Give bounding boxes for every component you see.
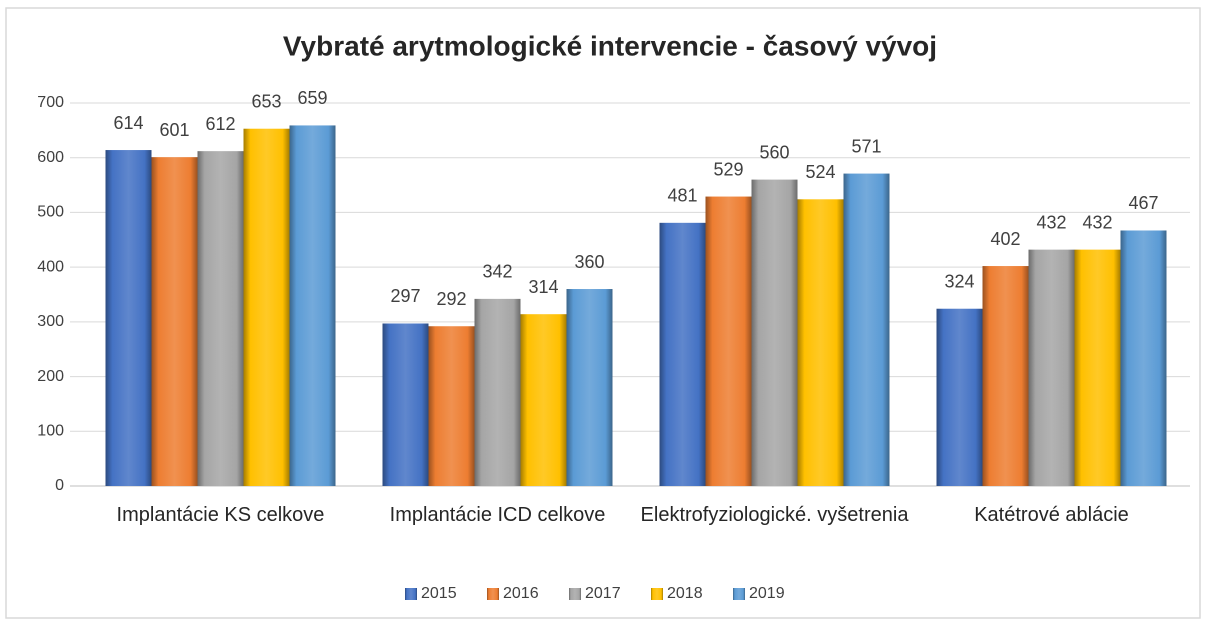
bar [197,151,244,487]
bar [428,326,475,486]
x-tick-label: Implantácie ICD celkove [389,504,606,526]
bar [1028,249,1075,486]
data-label: 524 [805,162,835,182]
y-tick-label: 700 [37,94,64,111]
data-label: 529 [713,159,743,179]
data-label: 324 [944,271,974,291]
legend-label: 2016 [503,585,539,602]
bar [705,196,752,486]
data-label: 560 [759,142,789,162]
data-label: 601 [159,120,189,140]
data-label: 571 [851,136,881,156]
data-label: 297 [390,286,420,306]
data-label: 612 [205,114,235,134]
bar [520,314,567,486]
bar [243,128,290,487]
legend-swatch [569,588,581,600]
data-label: 292 [436,289,466,309]
legend-swatch [405,588,417,600]
y-tick-label: 600 [37,149,64,166]
data-label: 314 [528,277,558,297]
data-label: 653 [251,91,281,111]
data-label: 342 [482,262,512,282]
bar [151,157,198,486]
legend-swatch [651,588,663,600]
legend-label: 2018 [667,585,703,602]
bar [566,289,613,486]
legend-swatch [487,588,499,600]
chart-title: Vybraté arytmologické intervencie - časo… [283,30,937,61]
data-label: 614 [113,113,143,133]
x-tick-label: Implantácie KS celkove [116,504,325,526]
bar [474,298,521,486]
y-tick-label: 200 [37,368,64,385]
data-label: 467 [1128,193,1158,213]
bar [843,173,890,486]
x-tick-label: Elektrofyziologické. vyšetrenia [640,504,909,526]
y-tick-label: 400 [37,258,64,275]
bar [659,222,706,486]
y-tick-label: 100 [37,423,64,440]
legend-label: 2017 [585,585,621,602]
data-label: 432 [1036,212,1066,232]
bar [289,125,336,486]
data-label: 481 [667,186,697,206]
bar [1074,249,1121,486]
data-label: 432 [1082,212,1112,232]
bar [105,150,152,486]
bar [751,179,798,486]
y-tick-label: 500 [37,204,64,221]
bar [382,323,429,486]
data-label: 659 [297,88,327,108]
legend-label: 2015 [421,585,457,602]
bar [1120,230,1167,486]
bar [936,308,983,486]
legend-label: 2019 [749,585,785,602]
data-label: 402 [990,229,1020,249]
bar [982,266,1029,486]
y-tick-label: 300 [37,313,64,330]
data-label: 360 [574,252,604,272]
x-tick-label: Katétrové ablácie [974,504,1129,526]
bar [797,199,844,486]
y-tick-label: 0 [55,477,64,494]
legend-swatch [733,588,745,600]
